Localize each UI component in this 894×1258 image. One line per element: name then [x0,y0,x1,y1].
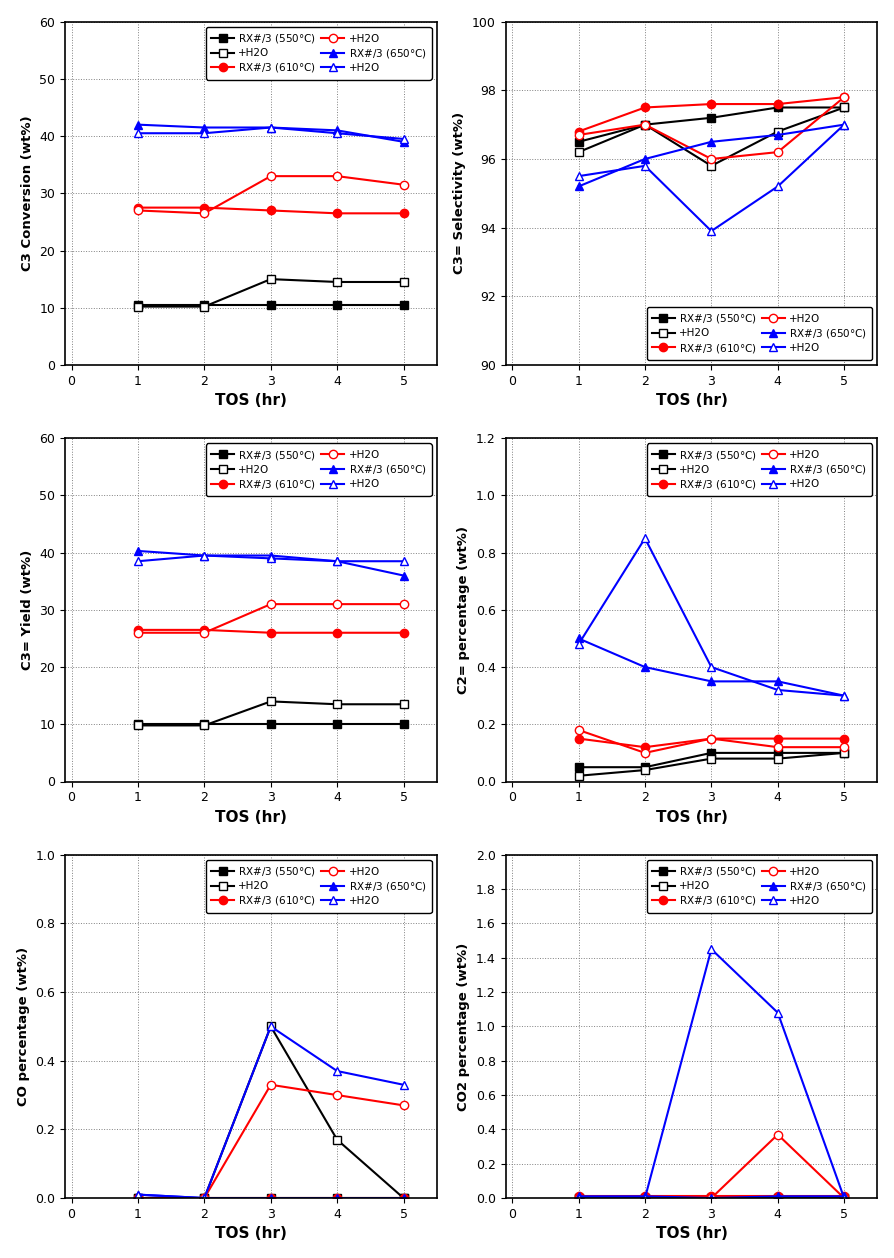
X-axis label: TOS (hr): TOS (hr) [215,394,287,409]
Legend: RX#/3 (550$\degree$C), +H2O, RX#/3 (610$\degree$C), +H2O, RX#/3 (650$\degree$C),: RX#/3 (550$\degree$C), +H2O, RX#/3 (610$… [207,860,432,912]
X-axis label: TOS (hr): TOS (hr) [655,1227,728,1242]
Legend: RX#/3 (550$\degree$C), +H2O, RX#/3 (610$\degree$C), +H2O, RX#/3 (650$\degree$C),: RX#/3 (550$\degree$C), +H2O, RX#/3 (610$… [646,860,873,912]
Legend: RX#/3 (550$\degree$C), +H2O, RX#/3 (610$\degree$C), +H2O, RX#/3 (650$\degree$C),: RX#/3 (550$\degree$C), +H2O, RX#/3 (610$… [207,443,432,496]
X-axis label: TOS (hr): TOS (hr) [215,1227,287,1242]
Y-axis label: C3= Selectivity (wt%): C3= Selectivity (wt%) [453,112,467,274]
X-axis label: TOS (hr): TOS (hr) [655,810,728,825]
X-axis label: TOS (hr): TOS (hr) [215,810,287,825]
Y-axis label: CO2 percentage (wt%): CO2 percentage (wt%) [457,942,470,1111]
Y-axis label: CO percentage (wt%): CO percentage (wt%) [17,947,30,1106]
Legend: RX#/3 (550$\degree$C), +H2O, RX#/3 (610$\degree$C), +H2O, RX#/3 (650$\degree$C),: RX#/3 (550$\degree$C), +H2O, RX#/3 (610$… [646,443,873,496]
Y-axis label: C2= percentage (wt%): C2= percentage (wt%) [457,526,470,694]
X-axis label: TOS (hr): TOS (hr) [655,394,728,409]
Y-axis label: C3 Conversion (wt%): C3 Conversion (wt%) [21,116,34,272]
Legend: RX#/3 (550$\degree$C), +H2O, RX#/3 (610$\degree$C), +H2O, RX#/3 (650$\degree$C),: RX#/3 (550$\degree$C), +H2O, RX#/3 (610$… [207,26,432,79]
Legend: RX#/3 (550$\degree$C), +H2O, RX#/3 (610$\degree$C), +H2O, RX#/3 (650$\degree$C),: RX#/3 (550$\degree$C), +H2O, RX#/3 (610$… [646,307,873,360]
Y-axis label: C3= Yield (wt%): C3= Yield (wt%) [21,550,34,671]
